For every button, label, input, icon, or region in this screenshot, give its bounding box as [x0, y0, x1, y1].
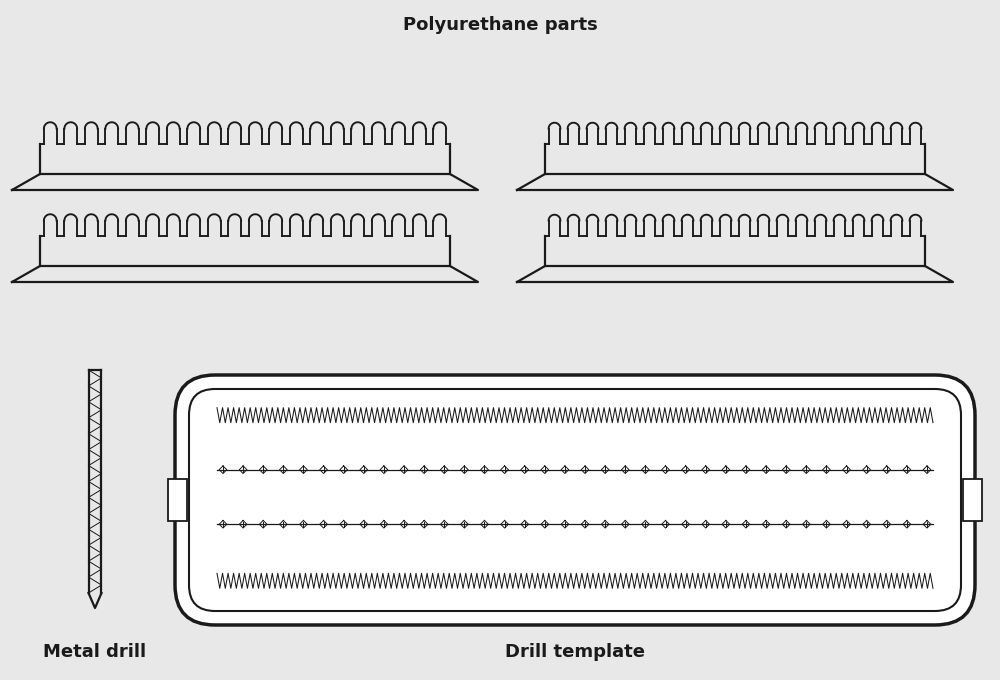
Bar — [168, 479, 187, 521]
Text: Polyurethane parts: Polyurethane parts — [403, 16, 597, 34]
FancyBboxPatch shape — [175, 375, 975, 625]
Text: Drill template: Drill template — [505, 643, 645, 661]
FancyBboxPatch shape — [189, 389, 961, 611]
Text: Metal drill: Metal drill — [43, 643, 147, 661]
Bar — [963, 479, 982, 521]
